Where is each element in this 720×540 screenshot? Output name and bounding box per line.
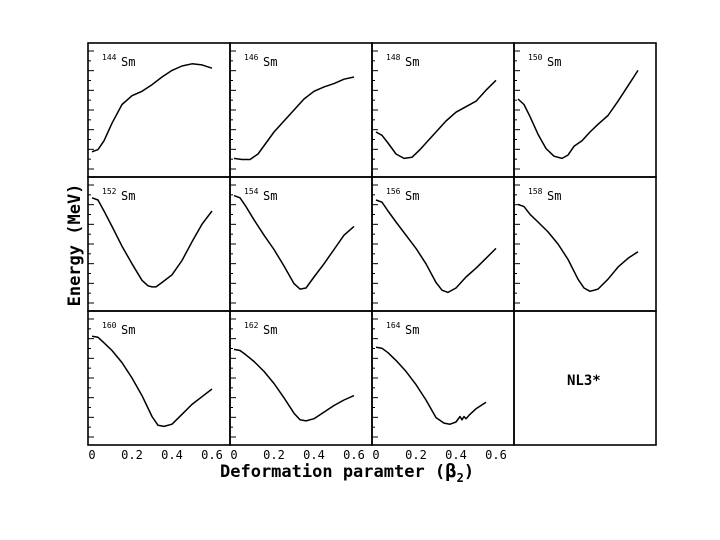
energy-curve — [375, 79, 497, 160]
nucleus-symbol: Sm — [121, 55, 135, 69]
panel — [513, 310, 657, 446]
nucleus-symbol: Sm — [263, 189, 277, 203]
panel-frame — [371, 310, 515, 446]
panel-grid: 144 Sm 146 Sm 148 Sm 150 Sm 152 Sm 154 Sm 156 Sm 158 Sm… — [87, 42, 657, 446]
x-tick-label: 0.6 — [343, 448, 365, 462]
nucleus-symbol: Sm — [263, 323, 277, 337]
x-axis-title: Deformation paramter (β2) — [220, 460, 474, 485]
x-tick-label: 0 — [372, 448, 379, 462]
energy-curve — [517, 203, 639, 293]
nucleus-mass-number: 160 — [102, 321, 117, 330]
x-tick-label: 0.2 — [263, 448, 285, 462]
x-tick-labels: 0 0.2 0.4 0.6 0 0.2 0.4 0.6 0 0.2 0.4 0.6 — [88, 448, 506, 462]
panel: 148 Sm — [371, 42, 515, 178]
x-tick-label: 0.4 — [303, 448, 325, 462]
nucleus-mass-number: 162 — [244, 321, 259, 330]
x-tick-label: 0.4 — [445, 448, 467, 462]
panel: 162 Sm — [229, 310, 373, 446]
nucleus-mass-number: 152 — [102, 187, 117, 196]
nucleus-symbol: Sm — [263, 55, 277, 69]
y-axis-title: Energy (MeV) — [65, 184, 85, 307]
nucleus-symbol: Sm — [547, 55, 561, 69]
energy-curve — [233, 76, 355, 161]
panel-frame — [513, 176, 657, 312]
panel-frame — [371, 42, 515, 178]
nucleus-symbol: Sm — [405, 55, 419, 69]
nucleus-symbol: Sm — [547, 189, 561, 203]
model-legend-panel: NL3* — [567, 373, 601, 389]
nucleus-symbol: Sm — [405, 189, 419, 203]
panel: 160 Sm — [87, 310, 231, 446]
nucleus-symbol: Sm — [405, 323, 419, 337]
nucleus-mass-number: 154 — [244, 187, 259, 196]
panel-frame — [513, 42, 657, 178]
x-axis-title-beta: β — [445, 460, 456, 482]
energy-curve — [375, 346, 487, 425]
panel-frame — [229, 176, 373, 312]
panel-frame — [513, 310, 657, 446]
x-tick-label: 0.2 — [405, 448, 427, 462]
nucleus-mass-number: 156 — [386, 187, 401, 196]
energy-curve — [91, 63, 213, 153]
energy-curve — [91, 335, 213, 428]
model-label: NL3* — [567, 373, 601, 389]
nucleus-mass-number: 164 — [386, 321, 401, 330]
nucleus-mass-number: 144 — [102, 53, 117, 62]
nucleus-symbol: Sm — [121, 189, 135, 203]
panel: 156 Sm — [371, 176, 515, 312]
x-tick-label: 0.6 — [201, 448, 223, 462]
panel-frame — [229, 310, 373, 446]
energy-curve — [517, 69, 639, 160]
panel: 144 Sm — [87, 42, 231, 178]
nucleus-mass-number: 148 — [386, 53, 401, 62]
panel-frame — [87, 42, 231, 178]
energy-curve — [233, 194, 355, 290]
nucleus-symbol: Sm — [121, 323, 135, 337]
x-tick-label: 0 — [230, 448, 237, 462]
panel-frame — [229, 42, 373, 178]
x-tick-label: 0.6 — [485, 448, 507, 462]
nucleus-mass-number: 146 — [244, 53, 259, 62]
panel: 154 Sm — [229, 176, 373, 312]
x-tick-label: 0.2 — [121, 448, 143, 462]
energy-curve — [91, 197, 213, 288]
x-axis-title-close: ) — [464, 462, 474, 482]
x-axis-title-text: Deformation paramter ( — [220, 462, 445, 482]
panel: 164 Sm — [371, 310, 515, 446]
panel: 150 Sm — [513, 42, 657, 178]
nucleus-mass-number: 158 — [528, 187, 543, 196]
x-axis-title-sub: 2 — [457, 471, 464, 485]
panel: 152 Sm — [87, 176, 231, 312]
x-tick-label: 0 — [88, 448, 95, 462]
nucleus-mass-number: 150 — [528, 53, 543, 62]
energy-curve — [233, 348, 355, 422]
panel: 158 Sm — [513, 176, 657, 312]
x-tick-label: 0.4 — [161, 448, 183, 462]
energy-curve — [375, 199, 497, 294]
panel: 146 Sm — [229, 42, 373, 178]
panel-frame — [87, 176, 231, 312]
